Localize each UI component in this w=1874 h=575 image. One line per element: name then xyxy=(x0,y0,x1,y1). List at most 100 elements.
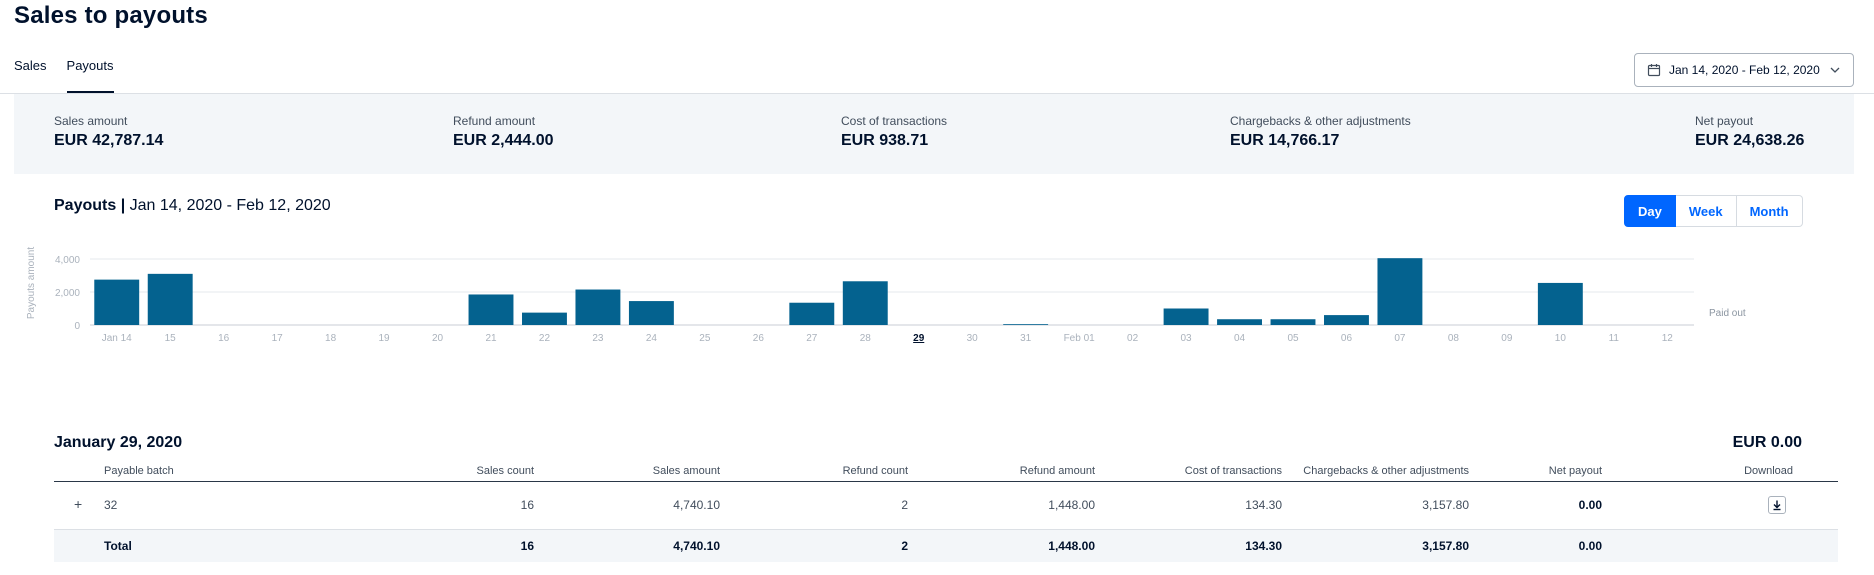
col-header-download: Download xyxy=(1744,465,1793,477)
x-tick-label: 08 xyxy=(1448,333,1460,344)
bar xyxy=(522,312,567,325)
total-sales-count: 16 xyxy=(520,539,534,553)
x-tick-label: 11 xyxy=(1609,333,1620,344)
chevron-down-icon xyxy=(1829,64,1841,76)
col-header-net-payout: Net payout xyxy=(1548,465,1602,477)
calendar-icon xyxy=(1647,63,1661,77)
x-tick-label: 17 xyxy=(272,333,284,344)
granularity-day-button[interactable]: Day xyxy=(1624,195,1676,227)
x-tick-label: 18 xyxy=(325,333,337,344)
total-label: Total xyxy=(104,539,132,553)
x-tick-label: 21 xyxy=(485,333,497,344)
x-tick-label: Feb 01 xyxy=(1064,333,1096,344)
metric-value: EUR 24,638.26 xyxy=(1695,132,1805,149)
x-tick-label: 07 xyxy=(1394,333,1406,344)
granularity-toggle: Day Week Month xyxy=(1624,195,1803,227)
metric-label: Sales amount xyxy=(54,114,128,128)
col-header-sales-count: Sales count xyxy=(476,465,534,477)
cell-refund-amount: 1,448.00 xyxy=(1048,498,1095,512)
chart-title-label: Payouts xyxy=(54,197,117,214)
tab-bar: Sales Payouts xyxy=(14,58,114,93)
bar xyxy=(147,273,193,325)
x-tick-label: 29 xyxy=(913,333,925,344)
total-sales-amount: 4,740.10 xyxy=(673,539,720,553)
x-tick-label: 27 xyxy=(806,333,818,344)
metric-net-payout: Net payout EUR 24,638.26 xyxy=(1695,114,1804,150)
summary-panel: Sales amount EUR 42,787.14 Refund amount… xyxy=(14,94,1854,174)
cell-cost: 134.30 xyxy=(1245,498,1282,512)
x-tick-label: 02 xyxy=(1127,333,1139,344)
payouts-table: Payable batch Sales count Sales amount R… xyxy=(54,462,1838,562)
bar xyxy=(789,302,835,325)
x-tick-label: 03 xyxy=(1181,333,1193,344)
cell-batch: 32 xyxy=(104,498,118,512)
bar xyxy=(1377,258,1423,325)
y-tick-label: 4,000 xyxy=(55,255,80,266)
col-header-refund-count: Refund count xyxy=(842,465,908,477)
y-tick-label: 0 xyxy=(74,321,80,332)
date-range-value: Jan 14, 2020 - Feb 12, 2020 xyxy=(1669,63,1820,77)
metric-value: EUR 2,444.00 xyxy=(453,132,554,149)
granularity-month-button[interactable]: Month xyxy=(1736,195,1803,227)
metric-refund-amount: Refund amount EUR 2,444.00 xyxy=(453,114,554,150)
x-tick-label: 31 xyxy=(1020,333,1032,344)
x-tick-label: 09 xyxy=(1501,333,1513,344)
bar xyxy=(1324,315,1369,325)
x-tick-label: 10 xyxy=(1555,333,1567,344)
total-net-payout: 0.00 xyxy=(1578,539,1602,553)
expand-row-button[interactable]: + xyxy=(74,496,83,512)
x-tick-label: 16 xyxy=(218,333,230,344)
x-tick-label: 20 xyxy=(432,333,444,344)
legend-paid-out: Paid out xyxy=(1709,308,1746,319)
col-header-chargebacks: Chargebacks & other adjustments xyxy=(1303,465,1469,477)
bar xyxy=(1270,319,1316,325)
chart-title-separator: | xyxy=(120,197,126,214)
download-button[interactable] xyxy=(1768,496,1786,514)
total-cost: 134.30 xyxy=(1245,539,1282,553)
metric-value: EUR 938.71 xyxy=(841,132,929,149)
metric-sales-amount: Sales amount EUR 42,787.14 xyxy=(54,114,163,150)
cell-sales-amount: 4,740.10 xyxy=(673,498,720,512)
bar xyxy=(575,289,621,325)
x-tick-label: 19 xyxy=(379,333,391,344)
table-total-row: Total 16 4,740.10 2 1,448.00 134.30 3,15… xyxy=(54,530,1838,562)
total-chargebacks: 3,157.80 xyxy=(1422,539,1469,553)
bar xyxy=(1537,282,1583,325)
x-tick-label: 15 xyxy=(165,333,177,344)
total-refund-amount: 1,448.00 xyxy=(1048,539,1095,553)
cell-sales-count: 16 xyxy=(520,498,534,512)
cell-chargebacks: 3,157.80 xyxy=(1422,498,1469,512)
x-tick-label: 25 xyxy=(699,333,711,344)
col-header-refund-amount: Refund amount xyxy=(1019,465,1095,477)
bar xyxy=(1217,319,1262,325)
bar xyxy=(628,301,674,325)
granularity-week-button[interactable]: Week xyxy=(1675,195,1737,227)
metric-cost-of-transactions: Cost of transactions EUR 938.71 xyxy=(841,114,947,150)
x-tick-label: 05 xyxy=(1287,333,1299,344)
metric-value: EUR 42,787.14 xyxy=(54,132,164,149)
bar xyxy=(468,294,514,325)
page-title: Sales to payouts xyxy=(14,2,208,29)
bar xyxy=(842,281,888,325)
metric-label: Cost of transactions xyxy=(841,114,948,128)
metric-label: Net payout xyxy=(1695,114,1754,128)
x-tick-label: 23 xyxy=(592,333,604,344)
metric-value: EUR 14,766.17 xyxy=(1230,132,1340,149)
metric-chargebacks: Chargebacks & other adjustments EUR 14,7… xyxy=(1230,114,1411,150)
x-tick-label: 28 xyxy=(860,333,872,344)
x-tick-label: 30 xyxy=(967,333,979,344)
total-refund-count: 2 xyxy=(901,539,908,553)
cell-refund-count: 2 xyxy=(901,498,908,512)
metric-label: Chargebacks & other adjustments xyxy=(1230,114,1411,128)
col-header-cost: Cost of transactions xyxy=(1184,465,1282,477)
tab-sales[interactable]: Sales xyxy=(14,58,47,73)
x-tick-label: 26 xyxy=(753,333,765,344)
date-range-picker[interactable]: Jan 14, 2020 - Feb 12, 2020 xyxy=(1634,53,1854,87)
x-tick-label: 24 xyxy=(646,333,658,344)
y-axis-label: Payouts amount xyxy=(26,247,37,319)
x-tick-label: 12 xyxy=(1662,333,1674,344)
y-tick-label: 2,000 xyxy=(55,288,80,299)
tab-payouts[interactable]: Payouts xyxy=(66,58,114,93)
chart-title: Payouts | Jan 14, 2020 - Feb 12, 2020 xyxy=(54,197,331,215)
detail-total: EUR 0.00 xyxy=(1732,434,1802,451)
